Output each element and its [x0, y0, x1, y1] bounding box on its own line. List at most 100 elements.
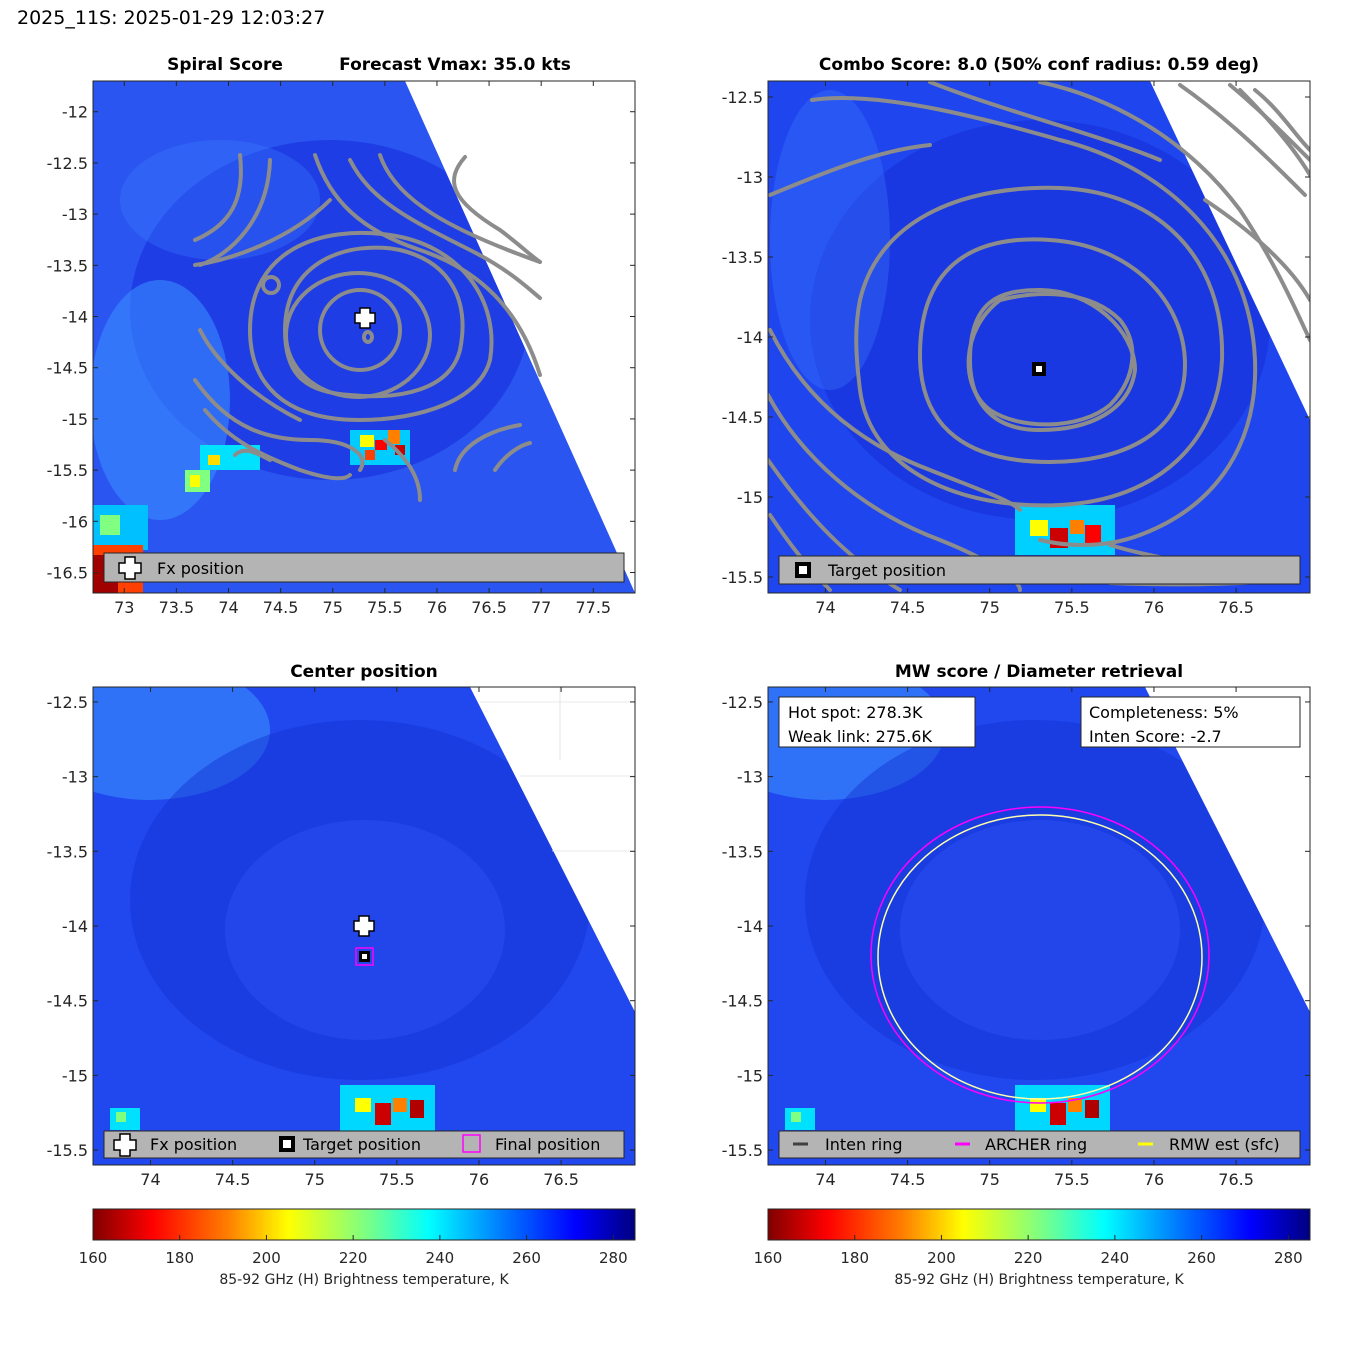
spiral-fx-marker	[354, 307, 376, 329]
y-tick-label: -15.5	[47, 461, 88, 480]
y-tick-label: -13.5	[47, 842, 88, 861]
x-tick-label: 74.5	[215, 1170, 251, 1189]
x-tick-label: 74	[815, 1170, 835, 1189]
spiral-cold-region	[130, 140, 530, 480]
mw-legend: Inten ring ARCHER ring RMW est (sfc)	[778, 1130, 1301, 1159]
spiral-legend: Fx position	[103, 552, 625, 583]
spiral-swath-gap	[405, 81, 635, 593]
spiral-title-right: Forecast Vmax: 35.0 kts	[339, 55, 571, 75]
y-tick-label: -13.5	[47, 256, 88, 275]
x-tick-label: 77.5	[575, 598, 611, 617]
x-tick-label: 74.5	[890, 598, 926, 617]
center-legend-final: Final position	[495, 1135, 600, 1154]
spiral-light-band	[93, 280, 230, 520]
colorbar-tick-label: 280	[599, 1249, 628, 1267]
center-title: Center position	[290, 662, 438, 682]
x-tick-label: 74	[140, 1170, 160, 1189]
x-tick-label: 76	[1144, 598, 1164, 617]
x-tick-label: 75	[323, 598, 343, 617]
x-tick-label: 76.5	[1218, 598, 1254, 617]
center-position-panel: Center position	[47, 662, 636, 1189]
x-tick-label: 75	[980, 598, 1000, 617]
y-tick-label: -12.5	[722, 693, 763, 712]
colorbar-left-ticks: 160 180 200 220 240 260 280	[79, 1235, 628, 1267]
colorbar-tick-label: 240	[1101, 1249, 1130, 1267]
mw-legend-archer: ARCHER ring	[985, 1135, 1087, 1154]
inten-score-value: Inten Score: -2.7	[1089, 727, 1222, 746]
center-grid	[480, 687, 635, 852]
colorbar-tick-label: 180	[840, 1249, 869, 1267]
x-tick-label: 76.5	[543, 1170, 579, 1189]
x-tick-label: 74	[815, 598, 835, 617]
colorbar-tick-label: 280	[1274, 1249, 1303, 1267]
y-tick-label: -13	[62, 205, 88, 224]
hot-spot-value: Hot spot: 278.3K	[788, 703, 923, 722]
center-fx-marker	[353, 915, 375, 937]
mw-info-left: Hot spot: 278.3K Weak link: 275.6K	[778, 696, 976, 748]
combo-title: Combo Score: 8.0 (50% conf radius: 0.59 …	[819, 55, 1259, 75]
colorbar-tick-label: 180	[165, 1249, 194, 1267]
figure-title: 2025_11S: 2025-01-29 12:03:27	[17, 7, 326, 29]
colorbar-tick-label: 220	[339, 1249, 368, 1267]
spiral-axes-frame	[92, 80, 636, 594]
mw-swath-gap	[1145, 687, 1310, 1012]
combo-legend-target: Target position	[827, 561, 946, 580]
x-tick-label: 75	[305, 1170, 325, 1189]
y-tick-label: -13.5	[722, 842, 763, 861]
center-tick-labels: 74 74.5 75 75.5 76 76.5 -12.5 -13 -13.5 -14 -14.5 -…	[47, 687, 635, 1189]
combo-cold-core	[810, 120, 1270, 520]
colorbar-left-label: 85-92 GHz (H) Brightness temperature, K	[219, 1272, 509, 1288]
colorbar-tick-label: 200	[927, 1249, 956, 1267]
center-legend-fx: Fx position	[150, 1135, 237, 1154]
y-tick-label: -14.5	[47, 359, 88, 378]
combo-target-marker	[1032, 362, 1046, 376]
y-tick-label: -15.5	[722, 568, 763, 587]
center-markers	[353, 915, 375, 966]
y-tick-label: -15	[737, 1066, 763, 1085]
mw-inner	[900, 820, 1180, 1040]
spiral-title-left: Spiral Score	[167, 55, 283, 75]
spiral-light-band-2	[120, 140, 320, 260]
x-tick-label: 75.5	[367, 598, 403, 617]
y-tick-label: -14	[62, 917, 88, 936]
spiral-legend-fx: Fx position	[157, 559, 244, 578]
spiral-tick-labels: 73 73.5 74 74.5 75 75.5 76 76.5 77 77.5 -12 -12.5 -1…	[47, 81, 635, 617]
colorbar-right-ticks: 160 180 200 220 240 260 280	[754, 1235, 1303, 1267]
combo-swath-gap	[1150, 81, 1310, 420]
rmw-ring	[877, 814, 1203, 1100]
y-tick-label: -13	[737, 168, 763, 187]
fx-legend-plus-icon	[118, 556, 142, 580]
x-tick-label: 73	[114, 598, 134, 617]
y-tick-label: -14.5	[722, 408, 763, 427]
x-tick-label: 76	[1144, 1170, 1164, 1189]
x-tick-label: 74.5	[263, 598, 299, 617]
combo-legend: Target position	[778, 555, 1301, 585]
colorbar-tick-label: 240	[426, 1249, 455, 1267]
combo-tick-labels: 74 74.5 75 75.5 76 76.5 -12.5 -13 -13.5 -14 -14.5 -…	[722, 81, 1310, 617]
mw-info-right: Completeness: 5% Inten Score: -2.7	[1080, 696, 1301, 748]
y-tick-label: -15.5	[47, 1141, 88, 1160]
final-legend-square-icon	[462, 1134, 481, 1153]
mw-legend-inten: Inten ring	[825, 1135, 903, 1154]
y-tick-label: -12.5	[722, 88, 763, 107]
mw-legend-rmw: RMW est (sfc)	[1169, 1135, 1280, 1154]
y-tick-label: -13	[62, 768, 88, 787]
center-legend: Fx position Target position Final positi…	[103, 1130, 625, 1159]
y-tick-label: -14	[737, 917, 763, 936]
completeness-value: Completeness: 5%	[1089, 703, 1239, 722]
center-swath-gap	[470, 687, 635, 1012]
colorbar-tick-label: 260	[1187, 1249, 1216, 1267]
mw-tick-labels: 74 74.5 75 75.5 76 76.5 -12.5 -13 -13.5 -14 -14.5 -…	[722, 687, 1310, 1189]
weak-link-value: Weak link: 275.6K	[788, 727, 932, 746]
spiral-score-panel: Spiral Score Forecast Vmax: 35.0 kts	[47, 55, 636, 617]
colorbar-tick-label: 260	[512, 1249, 541, 1267]
colorbar-right-gradient	[767, 1208, 1311, 1241]
y-tick-label: -13.5	[722, 248, 763, 267]
mw-title: MW score / Diameter retrieval	[895, 662, 1183, 682]
colorbar-left: 160 180 200 220 240 260 280 85-92 GHz (H) Brig…	[79, 1208, 636, 1288]
colorbar-left-gradient	[92, 1208, 636, 1241]
x-tick-label: 77	[531, 598, 551, 617]
x-tick-label: 75.5	[1054, 598, 1090, 617]
y-tick-label: -15	[62, 410, 88, 429]
